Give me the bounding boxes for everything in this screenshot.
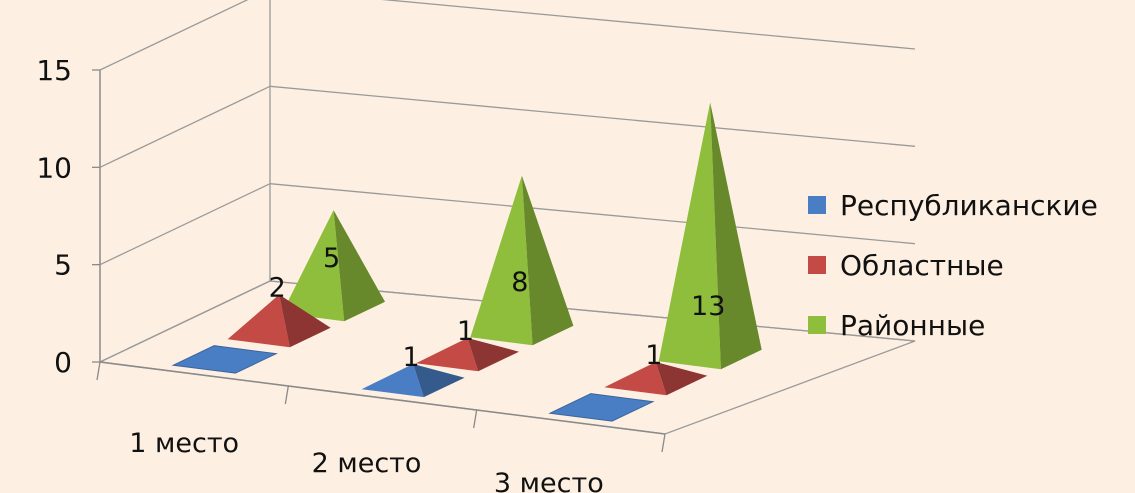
y-tick-label: 0 (54, 346, 72, 379)
pyramid-face-front (658, 102, 721, 370)
data-label: 2 (269, 273, 286, 304)
x-tick (96, 361, 101, 381)
category-label: 1 место (129, 428, 239, 459)
side-gridline (99, 183, 271, 266)
data-label: 8 (511, 267, 528, 298)
data-label: 13 (691, 291, 725, 322)
data-label: 5 (323, 243, 340, 274)
data-label: 1 (457, 316, 474, 347)
pyramid-face-right (279, 294, 331, 348)
pyramid-face-front (416, 338, 479, 372)
legend-swatch (808, 196, 826, 214)
pyramid-base-0 (171, 345, 278, 374)
pyramid-face-right (413, 364, 465, 398)
pyramid-face-front (470, 175, 533, 346)
pyramid-face-right (710, 102, 762, 370)
pyramid-face-right (521, 175, 574, 346)
y-tick-label: 10 (36, 151, 72, 184)
legend-label: Районные (840, 309, 985, 342)
pyramid-face-right (655, 362, 708, 396)
legend-swatch (808, 256, 826, 274)
gridline (269, 183, 916, 245)
legend-label: Областные (840, 249, 1004, 282)
side-gridline (99, 85, 271, 168)
category-label: 2 место (312, 448, 422, 479)
pyramid-base-0 (548, 393, 655, 422)
pyramid-face-right (467, 338, 519, 372)
category-label: 3 место (494, 468, 604, 493)
pyramid-face-right (333, 210, 385, 322)
pyramid-face-front (361, 364, 424, 398)
y-tick-label: 15 (36, 54, 72, 87)
y-tick-label: 5 (54, 249, 72, 282)
pyramid-face-front (282, 210, 345, 322)
legend-label: Республиканские (840, 189, 1098, 222)
legend-swatch (808, 316, 826, 334)
side-gridline (99, 0, 249, 71)
data-label: 1 (403, 342, 420, 373)
pyramid-face-front (604, 362, 667, 396)
gridline (269, 85, 916, 147)
x-tick (661, 433, 666, 453)
x-axis (99, 361, 666, 435)
gridline (381, 0, 916, 50)
x-tick (473, 409, 478, 429)
pyramid-face-front (227, 294, 290, 348)
x-tick (284, 385, 289, 405)
data-label: 1 (645, 340, 662, 371)
